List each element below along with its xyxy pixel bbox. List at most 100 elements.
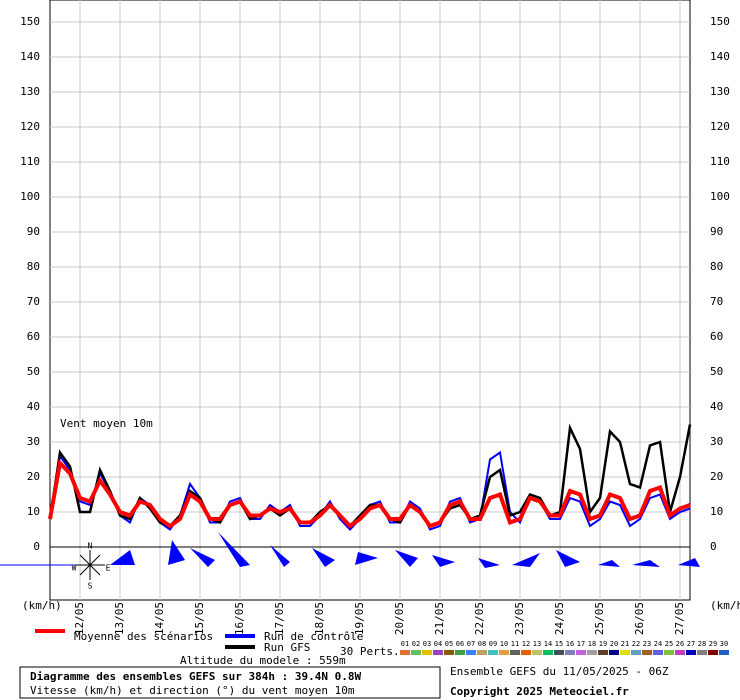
perturbation-label: 02: [412, 640, 420, 648]
perturbation-label: 22: [632, 640, 640, 648]
perturbation-label: 12: [522, 640, 530, 648]
perturbation-swatch: [631, 650, 641, 655]
perturbation-label: 01: [401, 640, 409, 648]
perturbation-label: 28: [698, 640, 706, 648]
perturbation-label: 11: [511, 640, 519, 648]
perturbation-swatch: [488, 650, 498, 655]
perturbation-swatch: [664, 650, 674, 655]
x-tick-label: 27/05: [673, 602, 686, 635]
title-box: [19, 666, 441, 699]
perturbation-label: 14: [544, 640, 552, 648]
y-tick-label: 10: [27, 505, 40, 518]
perturbation-swatch: [521, 650, 531, 655]
plot-frame: [49, 0, 691, 601]
y-tick-label: 110: [710, 155, 730, 168]
x-tick-label: 18/05: [313, 602, 326, 635]
perturbation-swatch: [499, 650, 509, 655]
series-line: [48, 458, 691, 529]
x-tick-label: 26/05: [633, 602, 646, 635]
y-tick-label: 70: [710, 295, 723, 308]
y-tick-label: 60: [710, 330, 723, 343]
y-tick-label: 150: [710, 15, 730, 28]
perturbation-swatch: [400, 650, 410, 655]
x-tick-label: 23/05: [513, 602, 526, 635]
perturbation-label: 04: [434, 640, 442, 648]
compass-s: S: [88, 582, 93, 591]
perturbation-swatch: [510, 650, 520, 655]
perturbation-swatch: [565, 650, 575, 655]
perturbation-label: 09: [489, 640, 497, 648]
perturbation-swatch: [653, 650, 663, 655]
x-tick-label: 15/05: [193, 602, 206, 635]
perturbation-swatch: [477, 650, 487, 655]
perturbation-label: 07: [467, 640, 475, 648]
x-tick-label: 25/05: [593, 602, 606, 635]
y-tick-label: 60: [27, 330, 40, 343]
perturbation-label: 17: [577, 640, 585, 648]
perturbation-swatch: [422, 650, 432, 655]
x-tick-label: 20/05: [393, 602, 406, 635]
perturbation-swatch: [642, 650, 652, 655]
perturbation-swatch: [411, 650, 421, 655]
perturbation-label: 24: [654, 640, 662, 648]
y-tick-label: 0: [710, 540, 717, 553]
perturbation-label: 29: [709, 640, 717, 648]
perturbation-swatch: [598, 650, 608, 655]
altitude: Altitude du modele : 559m: [180, 654, 346, 667]
perturbation-swatch: [708, 650, 718, 655]
perturbation-label: 15: [555, 640, 563, 648]
perturbation-swatch: [609, 650, 619, 655]
y-tick-label: 30: [27, 435, 40, 448]
y-tick-label: 50: [27, 365, 40, 378]
compass-w: W: [72, 564, 77, 573]
y-tick-label: 120: [710, 120, 730, 133]
perturbation-swatch: [466, 650, 476, 655]
y-tick-label: 30: [710, 435, 723, 448]
perturbation-swatch: [532, 650, 542, 655]
perturbation-swatch: [587, 650, 597, 655]
perturbation-swatch: [675, 650, 685, 655]
y-tick-label: 90: [710, 225, 723, 238]
y-tick-label: 80: [710, 260, 723, 273]
y-tick-label: 100: [710, 190, 730, 203]
perturbation-swatch: [543, 650, 553, 655]
perturbations-label: 30 Perts.: [340, 645, 400, 658]
legend-label: Moyenne des scénarios: [74, 630, 213, 643]
series-line: [48, 423, 692, 528]
y-tick-label: 80: [27, 260, 40, 273]
direction-arrows: [110, 532, 700, 568]
x-tick-label: 16/05: [233, 602, 246, 635]
perturbation-swatch: [697, 650, 707, 655]
perturbation-label: 26: [676, 640, 684, 648]
perturbation-label: 21: [621, 640, 629, 648]
y-tick-label: 20: [710, 470, 723, 483]
y-tick-label: 0: [33, 540, 40, 553]
y-tick-label: 70: [27, 295, 40, 308]
perturbation-label: 03: [423, 640, 431, 648]
perturbation-label: 13: [533, 640, 541, 648]
x-tick-label: 21/05: [433, 602, 446, 635]
perturbation-swatch: [444, 650, 454, 655]
perturbation-label: 08: [478, 640, 486, 648]
y-tick-label: 130: [20, 85, 40, 98]
perturbation-label: 25: [665, 640, 673, 648]
y-unit-left: (km/h): [22, 599, 62, 612]
perturbation-label: 05: [445, 640, 453, 648]
perturbation-label: 19: [599, 640, 607, 648]
x-tick-label: 14/05: [153, 602, 166, 635]
y-tick-label: 100: [20, 190, 40, 203]
y-tick-label: 10: [710, 505, 723, 518]
perturbation-label: 16: [566, 640, 574, 648]
y-unit-right: (km/h): [710, 599, 740, 612]
perturbation-swatch: [620, 650, 630, 655]
y-tick-label: 90: [27, 225, 40, 238]
compass-n: N: [88, 542, 93, 551]
x-tick-label: 19/05: [353, 602, 366, 635]
perturbation-swatch: [719, 650, 729, 655]
perturbation-swatch: [433, 650, 443, 655]
perturbation-label: 10: [500, 640, 508, 648]
y-tick-label: 20: [27, 470, 40, 483]
x-tick-label: 13/05: [113, 602, 126, 635]
y-tick-label: 40: [27, 400, 40, 413]
